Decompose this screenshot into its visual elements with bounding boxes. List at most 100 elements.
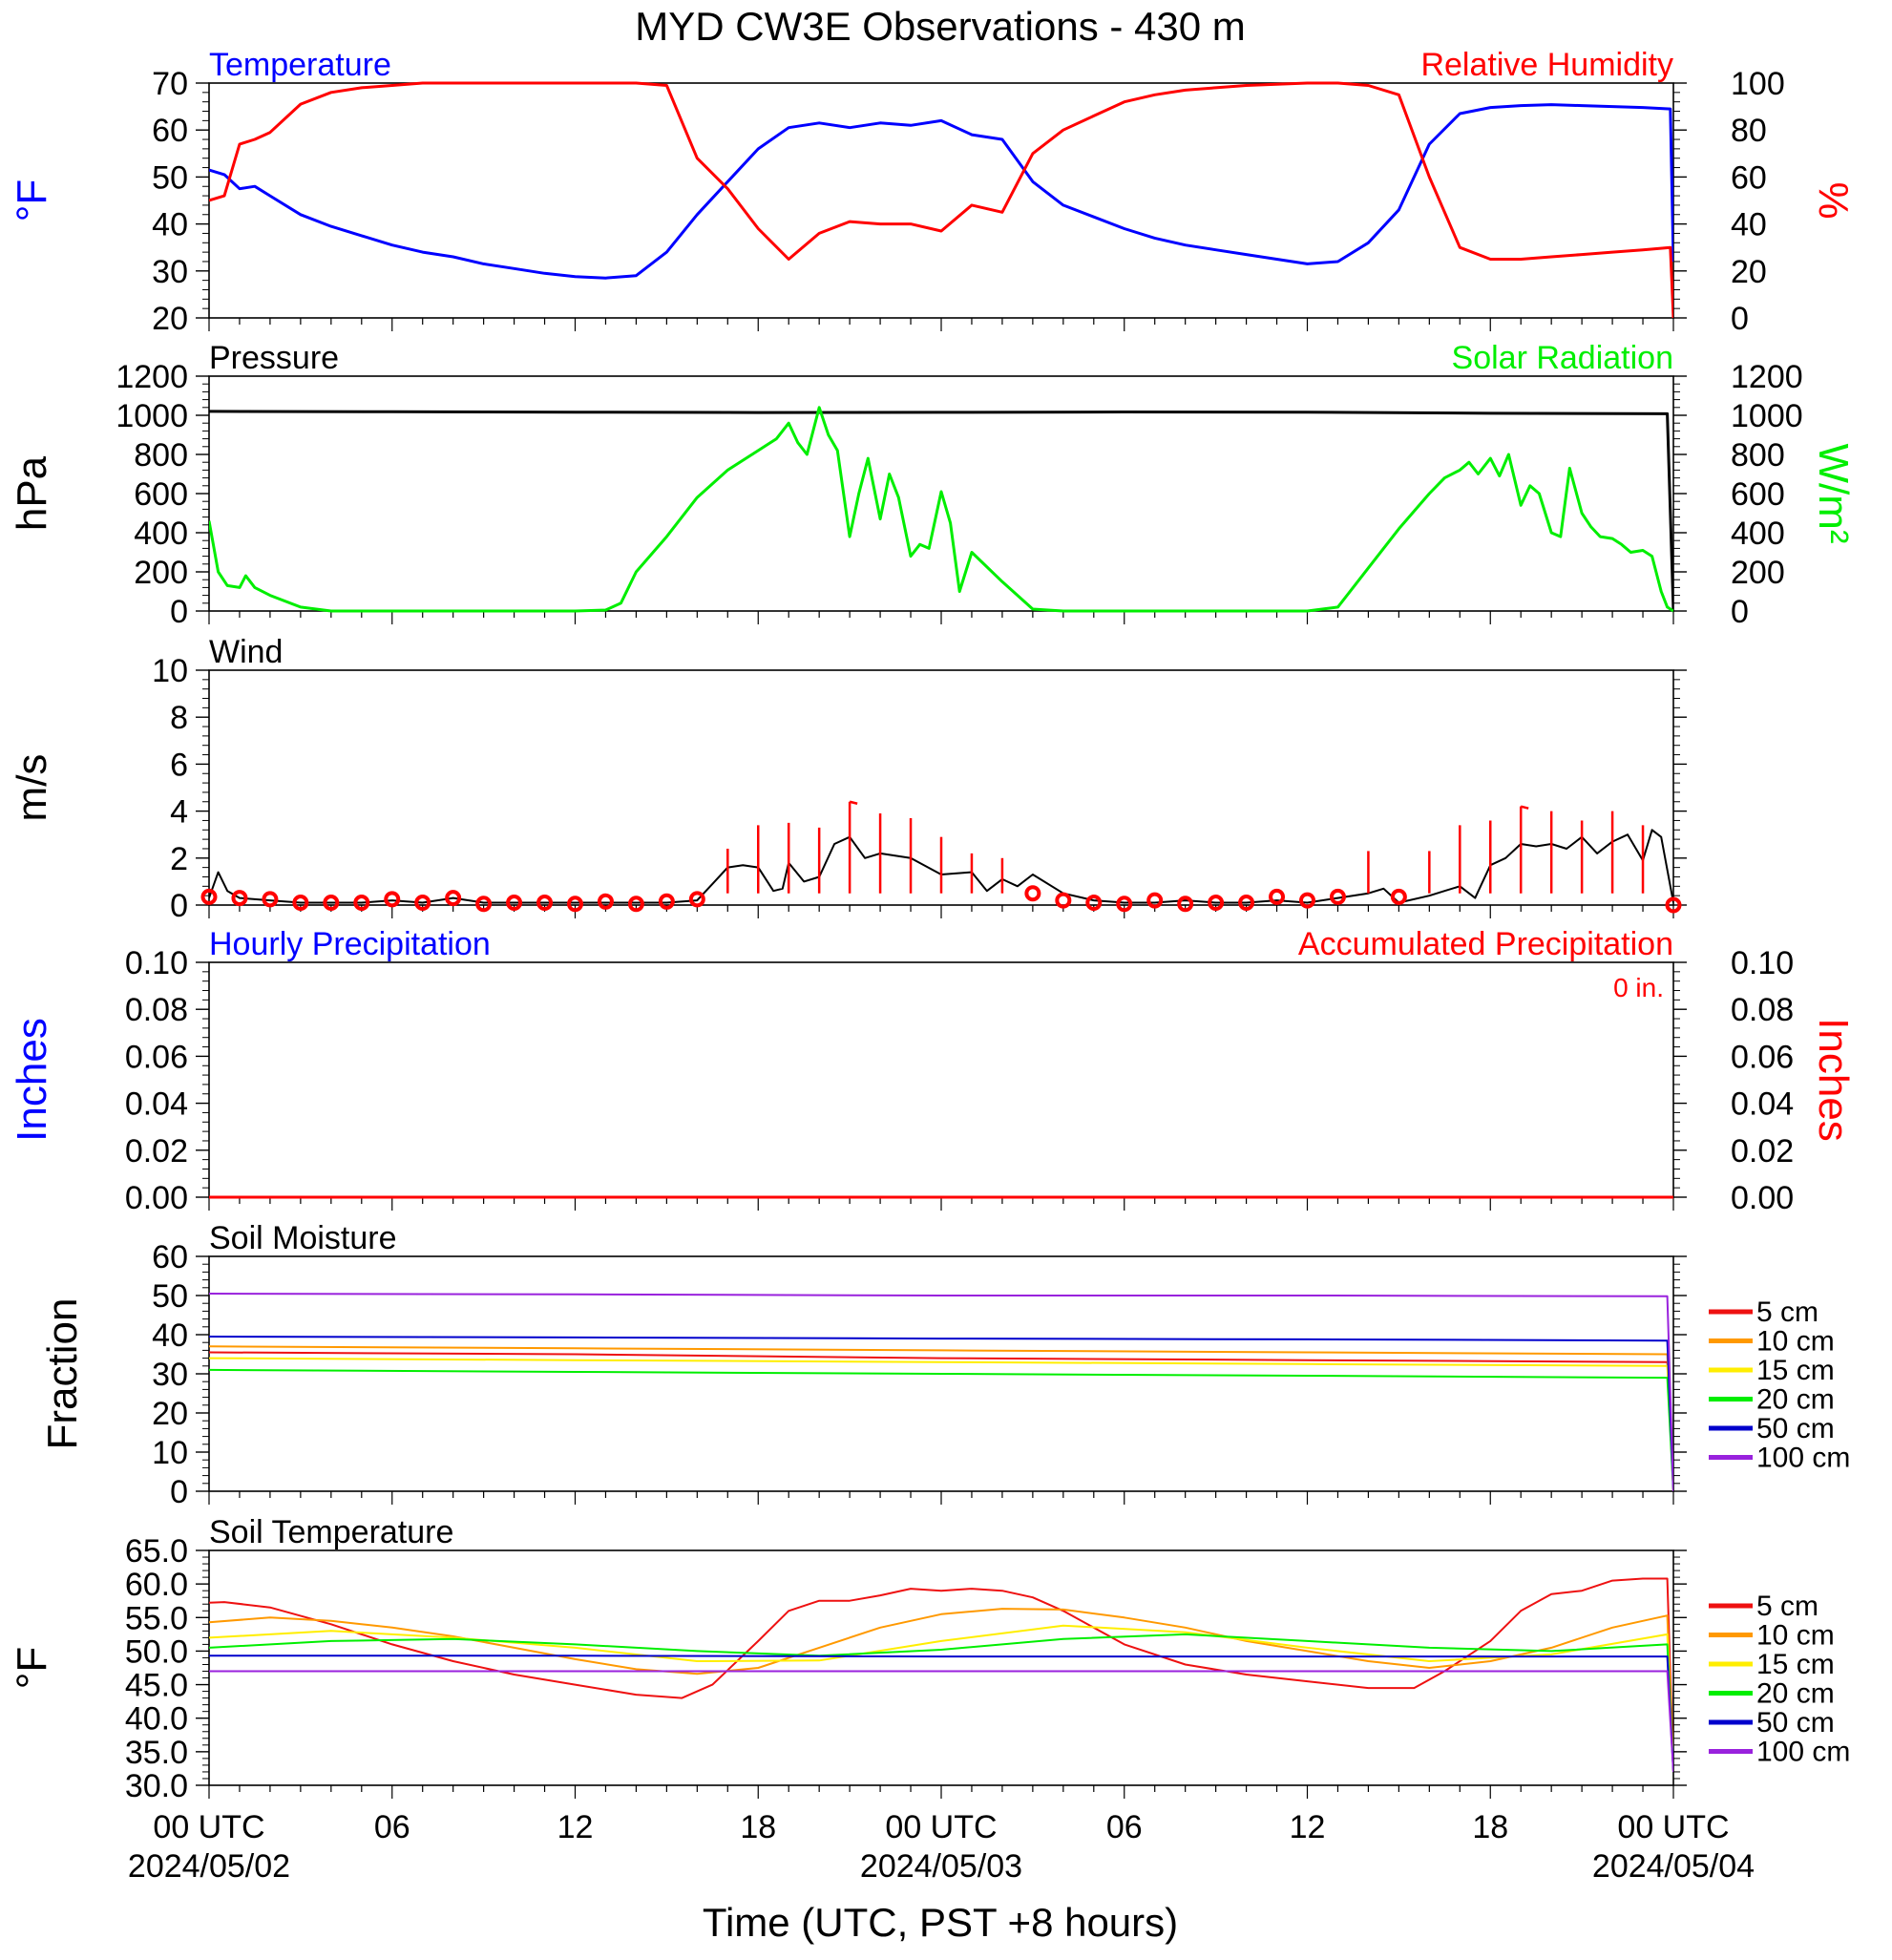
plot-frame xyxy=(208,961,1674,1198)
calm-wind-marker xyxy=(231,890,248,907)
series-group xyxy=(209,406,1673,613)
series-group xyxy=(209,829,1673,904)
y-tick-label-left: 0.06 xyxy=(125,1039,188,1075)
calm-wind-marker xyxy=(1208,895,1225,912)
calm-wind-marker xyxy=(688,891,705,908)
y-tick-label-left: 60 xyxy=(152,1239,188,1275)
x-tick-label: 18 xyxy=(740,1809,776,1845)
calm-wind-marker xyxy=(384,891,401,908)
panel-title-left: Temperature xyxy=(209,47,391,83)
y-axis-label-left: m/s xyxy=(9,754,55,822)
legend-label: 5 cm xyxy=(1756,1591,1818,1622)
legend-label: 20 cm xyxy=(1756,1678,1835,1710)
y-tick-label-right: 0 xyxy=(1731,301,1749,337)
y-tick-label-right: 40 xyxy=(1731,207,1767,243)
calm-wind-marker xyxy=(597,893,614,910)
calm-wind-marker xyxy=(262,891,279,908)
x-tick-label: 00 UTC xyxy=(885,1809,997,1845)
y-tick-label-left: 1000 xyxy=(116,398,188,434)
x-tick-date: 2024/05/02 xyxy=(128,1848,290,1885)
panel-title-left: Soil Temperature xyxy=(209,1514,453,1550)
y-tick-label-left: 50 xyxy=(152,159,188,196)
calm-wind-marker xyxy=(1238,895,1255,912)
panel-pressure-solar: 1200100080060040020001200100080060040020… xyxy=(9,340,1857,630)
x-tick-label: 12 xyxy=(1290,1809,1326,1845)
y-axis-label-left: °F xyxy=(9,179,55,221)
y-tick-label-left: 30.0 xyxy=(125,1768,188,1804)
y-tick-label-left: 8 xyxy=(170,700,188,736)
y-tick-label-left: 70 xyxy=(152,66,188,102)
calm-wind-marker xyxy=(414,895,431,912)
calm-wind-marker xyxy=(1665,896,1682,914)
y-tick-label-left: 10 xyxy=(152,653,188,689)
y-tick-label-left: 1200 xyxy=(116,359,188,395)
y-tick-label-right: 1000 xyxy=(1731,398,1803,434)
y-tick-label-left: 0.04 xyxy=(125,1086,188,1123)
x-tick-label: 12 xyxy=(557,1809,594,1845)
y-tick-label-right: 100 xyxy=(1731,66,1785,102)
series-line-50-cm xyxy=(209,1654,1673,1772)
series-group xyxy=(209,1577,1673,1772)
legend-label: 50 cm xyxy=(1756,1707,1835,1739)
panel-title-left: Soil Moisture xyxy=(209,1220,397,1256)
y-tick-label-left: 6 xyxy=(170,747,188,783)
figure-title: MYD CW3E Observations - 430 m xyxy=(635,4,1246,49)
y-tick-label-left: 0.08 xyxy=(125,992,188,1028)
legend-label: 100 cm xyxy=(1756,1737,1850,1768)
y-tick-label-left: 40 xyxy=(152,1317,188,1354)
series-line-pressure xyxy=(209,410,1673,612)
y-tick-label-left: 0 xyxy=(170,1474,188,1510)
y-tick-label-left: 55.0 xyxy=(125,1600,188,1636)
panel-wind: 10 8 6 4 2 0 Wind m/s xyxy=(9,634,1687,924)
y-tick-label-left: 40 xyxy=(152,207,188,243)
y-tick-label-left: 4 xyxy=(170,794,188,831)
series-group xyxy=(209,1293,1673,1492)
panel-title-left: Wind xyxy=(209,634,283,670)
calm-wind-marker xyxy=(1269,888,1286,905)
y-axis-label-left: Inches xyxy=(9,1018,55,1142)
y-tick-label-left: 50 xyxy=(152,1278,188,1315)
calm-wind-marker xyxy=(1024,885,1041,902)
calm-wind-marker xyxy=(445,890,462,907)
y-tick-label-right: 0.04 xyxy=(1731,1086,1794,1123)
x-tick-label: 06 xyxy=(1106,1809,1143,1845)
legend-label: 50 cm xyxy=(1756,1413,1835,1444)
y-tick-label-right: 400 xyxy=(1731,516,1785,552)
y-axis-label-left: Fraction xyxy=(39,1298,86,1450)
y-tick-label-right: 0.00 xyxy=(1731,1180,1794,1216)
legend-label: 10 cm xyxy=(1756,1326,1835,1358)
series-line-50-cm xyxy=(209,1336,1673,1492)
legend-label: 15 cm xyxy=(1756,1355,1835,1386)
calm-wind-marker xyxy=(1177,896,1194,913)
y-tick-label-right: 0.08 xyxy=(1731,992,1794,1028)
y-tick-label-right: 600 xyxy=(1731,476,1785,513)
series-line-10-cm xyxy=(209,1345,1673,1492)
series-group xyxy=(209,81,1673,319)
calm-wind-marker xyxy=(1299,892,1315,909)
calm-wind-marker xyxy=(1085,895,1103,912)
y-tick-label-left: 0 xyxy=(170,888,188,924)
y-tick-label-left: 200 xyxy=(134,555,188,591)
y-tick-label-right: 20 xyxy=(1731,254,1767,290)
calm-wind-marker xyxy=(1390,888,1407,905)
y-tick-label-right: 200 xyxy=(1731,555,1785,591)
calm-wind-marker xyxy=(323,895,340,912)
y-tick-label-right: 1200 xyxy=(1731,359,1803,395)
calm-wind-marker xyxy=(292,895,309,912)
y-tick-label-left: 40.0 xyxy=(125,1701,188,1738)
panel-title-right: Relative Humidity xyxy=(1420,47,1673,83)
series-line-5-cm xyxy=(209,1577,1673,1772)
legend-label: 10 cm xyxy=(1756,1620,1835,1652)
calm-wind-marker xyxy=(475,896,493,913)
legend-label: 5 cm xyxy=(1756,1296,1818,1328)
y-tick-label-right: 0.02 xyxy=(1731,1133,1794,1170)
y-axis-label-left: hPa xyxy=(9,455,55,531)
calm-wind-marker xyxy=(1116,896,1133,913)
y-tick-label-right: 60 xyxy=(1731,159,1767,196)
calm-wind-marker xyxy=(567,896,583,913)
calm-wind-marker xyxy=(1329,888,1346,905)
panel-temperature-humidity: 70 60 50 40 30 20 100 80 60 40 20 0 Temperature Relat… xyxy=(9,47,1857,337)
